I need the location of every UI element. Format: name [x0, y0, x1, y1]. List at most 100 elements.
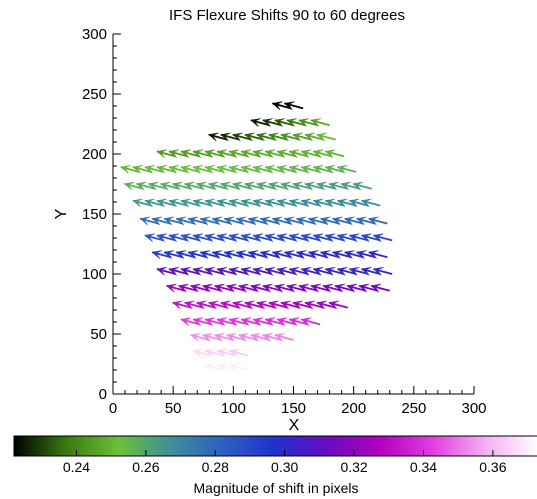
colorbar: 0.24 0.26 0.28 0.30 0.32 0.34 0.36: [13, 435, 537, 475]
shift-arrow: [280, 181, 300, 191]
shift-arrow: [300, 149, 321, 159]
shift-arrow: [216, 317, 236, 327]
shift-arrow: [151, 216, 171, 226]
shift-arrow: [247, 216, 268, 226]
shift-arrow: [204, 198, 224, 208]
shift-arrow: [216, 348, 236, 358]
shift-arrow: [180, 164, 200, 174]
shift-arrow: [331, 250, 352, 259]
shift-arrow: [216, 198, 236, 208]
shift-arrow: [211, 216, 232, 226]
shift-arrow: [250, 118, 270, 127]
shift-arrow: [252, 233, 273, 243]
shift-arrow: [144, 164, 164, 174]
shift-arrow: [189, 332, 210, 342]
shift-arrow: [189, 283, 210, 293]
shift-arrow: [271, 101, 292, 111]
shift-arrow: [286, 283, 306, 293]
shift-arrow: [300, 233, 321, 243]
shift-arrow: [240, 317, 261, 327]
shift-arrow: [252, 266, 273, 276]
shift-arrow: [372, 233, 393, 243]
shift-arrow: [264, 164, 285, 174]
x-tick-label: 100: [221, 400, 246, 417]
shift-arrow: [180, 198, 200, 208]
shift-arrow: [370, 283, 390, 293]
shift-arrow: [216, 362, 236, 372]
arrow-field: [120, 101, 393, 372]
x-tick-label: 250: [401, 400, 426, 417]
shift-arrow: [252, 149, 273, 159]
shift-arrow: [216, 233, 236, 243]
shift-arrow: [280, 300, 300, 310]
shift-arrow: [250, 332, 270, 342]
shift-arrow: [312, 198, 333, 208]
shift-arrow: [268, 300, 288, 310]
shift-arrow: [356, 250, 376, 259]
shift-arrow: [276, 233, 297, 243]
shift-arrow: [344, 216, 364, 226]
shift-arrow: [232, 300, 252, 310]
shift-arrow: [135, 181, 156, 191]
shift-arrow: [276, 266, 297, 276]
shift-arrow: [238, 332, 258, 342]
shift-arrow: [312, 233, 333, 243]
shift-arrow: [228, 233, 249, 243]
shift-arrow: [264, 266, 285, 276]
shift-arrow: [187, 216, 208, 226]
shift-arrow: [288, 198, 309, 208]
shift-arrow: [288, 266, 309, 276]
shift-arrow: [324, 164, 345, 174]
shift-arrow: [180, 149, 200, 159]
shift-arrow: [268, 132, 288, 142]
shift-arrow: [336, 198, 357, 208]
shift-arrow: [252, 317, 273, 327]
shift-arrow: [226, 332, 246, 342]
shift-arrow: [264, 317, 285, 327]
shift-arrow: [139, 216, 159, 226]
shift-arrow: [307, 216, 328, 226]
shift-arrow: [208, 132, 228, 142]
y-tick-label: 100: [82, 266, 107, 283]
shift-arrow: [368, 216, 388, 226]
shift-arrow: [324, 149, 345, 159]
shift-arrow: [280, 132, 300, 142]
colorbar-tick-label: 0.24: [63, 459, 90, 475]
shift-arrow: [171, 300, 192, 310]
shift-arrow: [360, 266, 381, 276]
shift-arrow: [340, 181, 360, 191]
shift-arrow: [307, 250, 328, 259]
shift-arrow: [120, 164, 140, 174]
shift-arrow: [180, 317, 200, 327]
shift-arrow: [300, 198, 321, 208]
y-tick-label: 0: [99, 386, 107, 403]
colorbar-tick-label: 0.34: [410, 459, 437, 475]
shift-arrow: [232, 181, 252, 191]
shift-arrow: [235, 216, 256, 226]
shift-arrow: [259, 250, 280, 259]
shift-arrow: [228, 198, 249, 208]
x-tick-label: 300: [461, 400, 486, 417]
shift-arrow: [300, 164, 321, 174]
shift-arrow: [252, 164, 273, 174]
shift-arrow: [211, 250, 232, 259]
shift-arrow: [159, 181, 180, 191]
shift-arrow: [168, 164, 188, 174]
shift-arrow: [223, 216, 244, 226]
shift-arrow: [324, 233, 345, 243]
shift-arrow: [316, 300, 336, 310]
shift-arrow: [216, 266, 236, 276]
shift-arrow: [156, 266, 176, 276]
shift-arrow: [310, 118, 330, 127]
shift-arrow: [192, 149, 212, 159]
shift-arrow: [316, 132, 336, 142]
shift-arrow: [295, 250, 316, 259]
shift-arrow: [292, 132, 312, 142]
plot-axes: 0 50 100 150 200 250 300 0 50 100 150 200 250 300: [82, 26, 487, 417]
shift-arrow: [288, 149, 309, 159]
colorbar-tick-label: 0.26: [132, 459, 159, 475]
shift-arrow: [132, 164, 152, 174]
shift-arrow: [235, 250, 256, 259]
shift-arrow: [262, 283, 282, 293]
y-tick-label: 150: [82, 206, 107, 223]
